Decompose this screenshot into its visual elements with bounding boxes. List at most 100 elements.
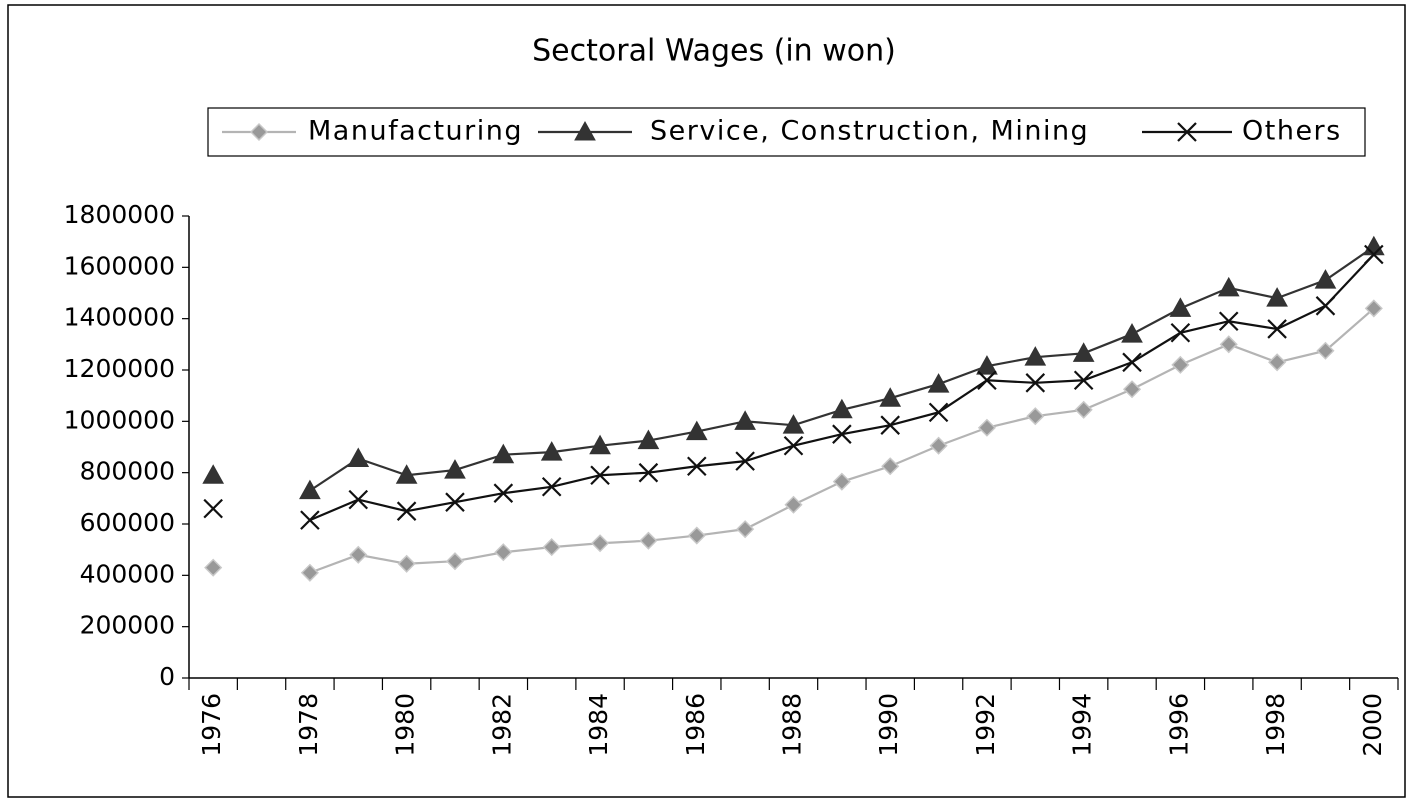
marker-triangle	[202, 464, 225, 484]
marker-diamond	[1316, 341, 1335, 360]
y-tick-label: 1000000	[64, 405, 175, 434]
marker-diamond	[1074, 400, 1093, 419]
marker-diamond	[881, 457, 900, 476]
y-tick-label: 1800000	[64, 200, 175, 229]
marker-x	[1170, 323, 1191, 343]
marker-triangle	[1169, 297, 1192, 317]
marker-diamond	[1171, 355, 1190, 374]
legend-label: Others	[1242, 116, 1342, 147]
marker-x	[348, 489, 369, 510]
x-tick-label: 1980	[391, 693, 420, 757]
marker-x	[1122, 352, 1142, 373]
x-tick-label: 1982	[487, 693, 516, 757]
marker-diamond	[249, 122, 269, 142]
y-tick-label: 1400000	[64, 303, 175, 332]
marker-diamond	[1122, 380, 1142, 399]
marker-x	[880, 415, 900, 435]
marker-triangle	[1121, 323, 1143, 343]
marker-x	[928, 402, 949, 423]
marker-diamond	[1364, 299, 1383, 318]
marker-triangle	[574, 120, 596, 141]
marker-diamond	[1026, 407, 1045, 426]
y-tick-label: 400000	[80, 559, 175, 588]
x-tick-label: 1986	[681, 693, 710, 757]
y-tick-label: 0	[159, 662, 175, 691]
marker-diamond	[542, 538, 561, 557]
marker-triangle	[1314, 269, 1337, 289]
marker-x	[300, 510, 320, 530]
x-tick-label: 1996	[1164, 693, 1193, 757]
marker-triangle	[782, 414, 805, 434]
marker-triangle	[976, 355, 998, 375]
x-tick-label: 1988	[778, 693, 807, 757]
marker-triangle	[492, 443, 515, 464]
marker-x	[1218, 311, 1239, 332]
marker-triangle	[734, 410, 756, 430]
legend-label: Manufacturing	[308, 116, 523, 147]
marker-diamond	[832, 472, 851, 491]
marker-x	[1073, 370, 1094, 391]
marker-triangle	[444, 459, 466, 479]
marker-diamond	[784, 495, 803, 514]
y-tick-label: 600000	[80, 508, 175, 537]
marker-triangle	[831, 398, 853, 419]
marker-triangle	[1266, 287, 1288, 307]
y-tick-label: 200000	[80, 611, 175, 640]
x-tick-label: 1976	[197, 693, 226, 757]
marker-triangle	[879, 387, 902, 407]
marker-x	[687, 456, 707, 477]
marker-triangle	[927, 373, 950, 393]
marker-x	[638, 462, 659, 483]
x-tick-label: 2000	[1358, 693, 1387, 757]
marker-diamond	[349, 545, 368, 564]
x-tick-label: 1994	[1068, 693, 1097, 757]
marker-x	[977, 370, 997, 391]
marker-x	[735, 451, 755, 471]
marker-diamond	[204, 558, 223, 577]
marker-triangle	[589, 434, 611, 455]
x-tick-label: 1978	[294, 693, 323, 757]
marker-diamond	[639, 531, 658, 550]
x-tick-label: 1984	[584, 693, 613, 757]
marker-triangle	[347, 447, 370, 468]
marker-diamond	[1268, 353, 1287, 372]
marker-x	[832, 424, 852, 444]
marker-x	[1315, 296, 1336, 316]
marker-x	[203, 498, 223, 519]
marker-x	[1267, 319, 1287, 339]
marker-triangle	[685, 420, 708, 441]
x-tick-label: 1990	[874, 693, 903, 757]
marker-diamond	[687, 526, 706, 545]
marker-triangle	[395, 464, 418, 484]
x-tick-label: 1998	[1261, 693, 1290, 757]
chart-title: Sectoral Wages (in won)	[532, 34, 896, 69]
marker-triangle	[637, 429, 660, 450]
marker-diamond	[397, 554, 416, 573]
marker-x	[396, 501, 417, 521]
marker-x	[541, 477, 562, 497]
legend-label: Service, Construction, Mining	[650, 116, 1089, 147]
marker-diamond	[929, 436, 948, 455]
y-tick-label: 800000	[80, 457, 175, 486]
marker-diamond	[300, 563, 319, 582]
marker-x	[445, 492, 465, 512]
marker-triangle	[540, 441, 563, 461]
marker-x	[783, 435, 804, 456]
marker-x	[1364, 244, 1384, 265]
marker-diamond	[977, 418, 997, 437]
marker-triangle	[1024, 346, 1047, 366]
marker-diamond	[590, 534, 610, 553]
marker-x	[1177, 122, 1197, 142]
x-tick-label: 1992	[971, 693, 1000, 757]
y-tick-label: 1200000	[64, 354, 175, 383]
marker-x	[493, 483, 514, 503]
marker-diamond	[494, 543, 513, 562]
marker-triangle	[1072, 342, 1095, 362]
marker-diamond	[1219, 335, 1238, 354]
y-tick-label: 1600000	[64, 251, 175, 280]
marker-x	[590, 465, 610, 486]
marker-triangle	[1217, 276, 1240, 297]
marker-diamond	[736, 520, 755, 539]
